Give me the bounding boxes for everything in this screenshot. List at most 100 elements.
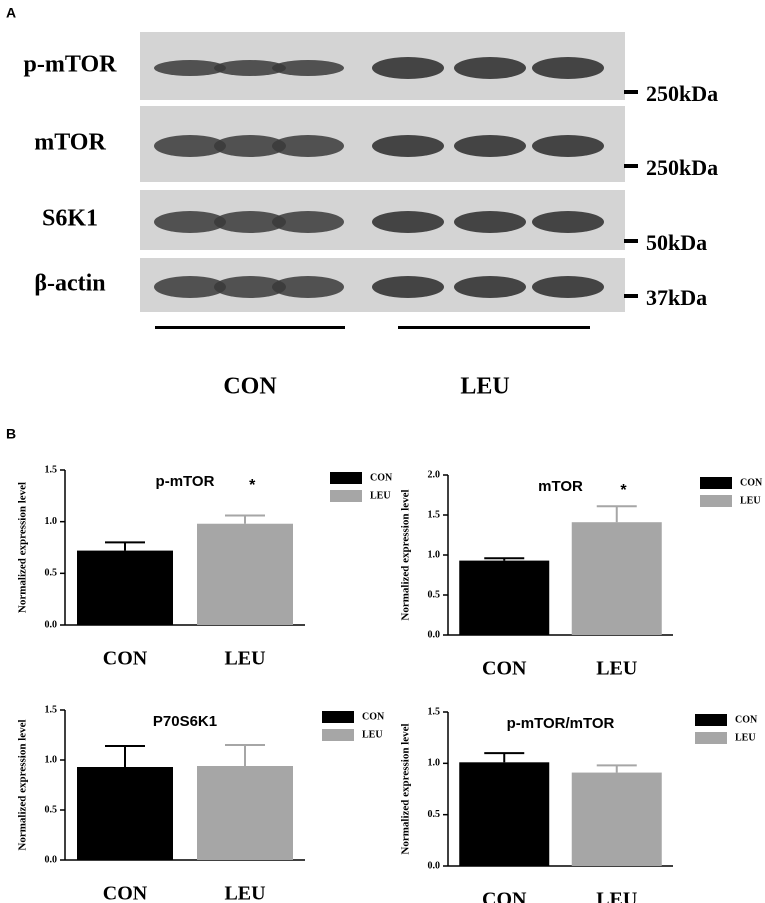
y-axis-label: Normalized expression level bbox=[17, 482, 29, 613]
y-tick-label: 0.0 bbox=[428, 629, 441, 640]
y-tick-label: 1.0 bbox=[428, 549, 441, 560]
blot-band bbox=[532, 276, 604, 298]
x-tick-label: LEU bbox=[596, 889, 637, 903]
bar bbox=[571, 772, 662, 866]
blot-band bbox=[532, 57, 604, 79]
y-tick-label: 1.5 bbox=[45, 464, 58, 475]
x-tick-label: LEU bbox=[224, 883, 265, 903]
bar bbox=[571, 522, 662, 635]
y-tick-label: 0.0 bbox=[45, 619, 58, 630]
blot-band bbox=[154, 211, 226, 233]
legend-label: LEU bbox=[740, 495, 761, 506]
blot-band bbox=[154, 60, 226, 76]
blot-band bbox=[272, 211, 344, 233]
error-bar bbox=[105, 541, 145, 551]
y-tick-label: 0.5 bbox=[428, 589, 441, 600]
marker-label: 250kDa bbox=[646, 81, 718, 106]
legend-label: CON bbox=[370, 472, 393, 483]
chart-title: p-mTOR bbox=[156, 473, 215, 490]
bar bbox=[197, 766, 293, 860]
blot-band bbox=[372, 211, 444, 233]
error-bar bbox=[225, 744, 265, 766]
y-tick-label: 1.0 bbox=[428, 758, 441, 769]
x-tick-label: CON bbox=[103, 883, 148, 903]
bar bbox=[197, 523, 293, 625]
y-tick-label: 0.0 bbox=[45, 854, 58, 865]
blot-band bbox=[454, 57, 526, 79]
panel-label: A bbox=[6, 5, 16, 21]
error-bar bbox=[225, 514, 265, 524]
marker-tick bbox=[624, 164, 638, 168]
blot-band bbox=[372, 276, 444, 298]
blot-band bbox=[272, 276, 344, 298]
legend-swatch bbox=[700, 495, 732, 507]
y-tick-label: 0.0 bbox=[428, 860, 441, 871]
row-label: mTOR bbox=[34, 130, 106, 156]
bar bbox=[459, 762, 550, 866]
y-tick-label: 1.0 bbox=[45, 516, 58, 527]
error-bar bbox=[484, 557, 525, 561]
y-axis-label: Normalized expression level bbox=[400, 489, 412, 620]
group-label: LEU bbox=[460, 374, 509, 400]
marker-label: 37kDa bbox=[646, 285, 707, 310]
blot-band bbox=[154, 276, 226, 298]
blot-band bbox=[214, 211, 286, 233]
blot-band bbox=[454, 211, 526, 233]
blot-band bbox=[372, 135, 444, 157]
legend-swatch bbox=[330, 472, 362, 484]
x-tick-label: CON bbox=[482, 889, 527, 903]
annotation: * bbox=[620, 482, 627, 499]
legend-swatch bbox=[695, 714, 727, 726]
blot-band bbox=[532, 211, 604, 233]
marker-label: 250kDa bbox=[646, 155, 718, 180]
legend-label: LEU bbox=[362, 729, 383, 740]
x-tick-label: LEU bbox=[224, 648, 265, 670]
legend-swatch bbox=[330, 490, 362, 502]
y-tick-label: 2.0 bbox=[428, 469, 441, 480]
x-tick-label: LEU bbox=[596, 658, 637, 680]
y-tick-label: 1.5 bbox=[428, 706, 441, 717]
annotation: * bbox=[249, 477, 256, 494]
blot-band bbox=[372, 57, 444, 79]
error-bar bbox=[596, 764, 637, 773]
legend-swatch bbox=[700, 477, 732, 489]
x-tick-label: CON bbox=[482, 658, 527, 680]
blot-band bbox=[214, 135, 286, 157]
chart-title: p-mTOR/mTOR bbox=[507, 715, 615, 732]
blot-band bbox=[214, 60, 286, 76]
group-line bbox=[155, 326, 345, 329]
blot-band bbox=[272, 135, 344, 157]
group-line bbox=[398, 326, 590, 329]
y-axis-label: Normalized expression level bbox=[400, 723, 412, 854]
y-tick-label: 1.5 bbox=[45, 704, 58, 715]
y-axis-label: Normalized expression level bbox=[17, 719, 29, 850]
error-bar bbox=[484, 752, 525, 763]
legend-swatch bbox=[322, 729, 354, 741]
chart-title: P70S6K1 bbox=[153, 713, 217, 730]
legend-label: CON bbox=[740, 477, 763, 488]
group-label: CON bbox=[223, 374, 277, 400]
y-tick-label: 0.5 bbox=[45, 804, 58, 815]
row-label: S6K1 bbox=[42, 206, 98, 232]
legend-label: LEU bbox=[735, 732, 756, 743]
blot-band bbox=[272, 60, 344, 76]
blot-band bbox=[454, 276, 526, 298]
blot-band bbox=[154, 135, 226, 157]
bar bbox=[77, 550, 173, 625]
blot-band bbox=[214, 276, 286, 298]
legend-label: CON bbox=[735, 714, 758, 725]
error-bar bbox=[596, 505, 637, 523]
marker-tick bbox=[624, 90, 638, 94]
bar bbox=[459, 560, 550, 635]
row-label: p-mTOR bbox=[24, 52, 118, 78]
error-bar bbox=[105, 745, 145, 767]
blot-band bbox=[532, 135, 604, 157]
legend-label: CON bbox=[362, 711, 385, 722]
row-label: β-actin bbox=[34, 271, 105, 297]
marker-tick bbox=[624, 239, 638, 243]
x-tick-label: CON bbox=[103, 648, 148, 670]
legend-label: LEU bbox=[370, 490, 391, 501]
legend-swatch bbox=[695, 732, 727, 744]
y-tick-label: 1.5 bbox=[428, 509, 441, 520]
